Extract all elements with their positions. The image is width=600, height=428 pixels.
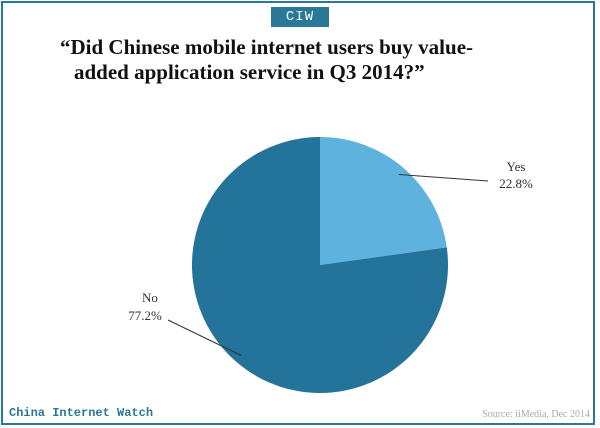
- ciw-badge: CIW: [271, 7, 329, 27]
- leader-lines: [167, 173, 489, 356]
- slice-label-no: No: [142, 290, 158, 305]
- slice-value-yes: 22.8%: [499, 176, 533, 191]
- pie-slice-no: [192, 137, 448, 393]
- chart-title-line-1: “Did Chinese mobile internet users buy v…: [60, 35, 474, 59]
- leader-line-yes: [398, 173, 489, 182]
- pie-slices: [192, 137, 448, 393]
- pie-slice-yes: [320, 137, 447, 265]
- chart-title-line-2: added application service in Q3 2014?”: [74, 60, 425, 84]
- slice-labels: Yes 22.8% No 77.2%: [128, 159, 533, 323]
- footer-brand: China Internet Watch: [9, 406, 154, 420]
- footer-source: Source: iiMedia, Dec 2014: [482, 409, 590, 420]
- slice-value-no: 77.2%: [128, 308, 162, 323]
- slice-label-yes: Yes: [507, 159, 526, 174]
- chart-title: “Did Chinese mobile internet users buy v…: [40, 35, 580, 85]
- leader-line-no: [167, 319, 242, 356]
